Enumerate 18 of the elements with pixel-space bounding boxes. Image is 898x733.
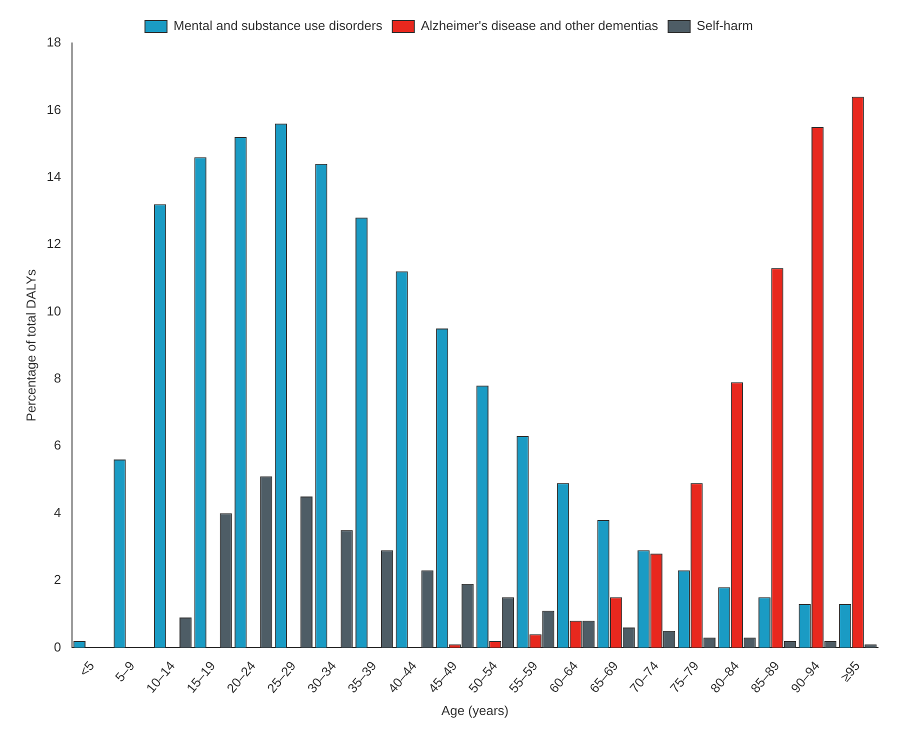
y-tick-label: 0: [54, 639, 62, 654]
y-tick-label: 12: [46, 236, 62, 252]
y-axis-title: Percentage of total DALYs: [23, 268, 38, 422]
x-tick-label: 5–9: [112, 658, 138, 685]
legend-label: Alzheimer's disease and other dementias: [420, 18, 659, 34]
y-tick-label: 18: [46, 34, 62, 50]
y-tick-label: 14: [46, 168, 62, 184]
legend-label: Self-harm: [696, 18, 754, 34]
x-axis-title: Age (years): [441, 702, 509, 718]
y-tick-label: 10: [46, 303, 62, 318]
y-tick-label: 8: [54, 370, 62, 386]
x-tick-label: <5: [76, 658, 98, 680]
x-tick-label: ≥95: [838, 658, 863, 684]
y-tick-label: 16: [46, 102, 62, 117]
legend-label: Mental and substance use disorders: [173, 18, 383, 34]
y-tick-label: 2: [54, 572, 62, 588]
y-tick-label: 6: [54, 438, 62, 453]
y-tick-label: 4: [54, 504, 62, 520]
